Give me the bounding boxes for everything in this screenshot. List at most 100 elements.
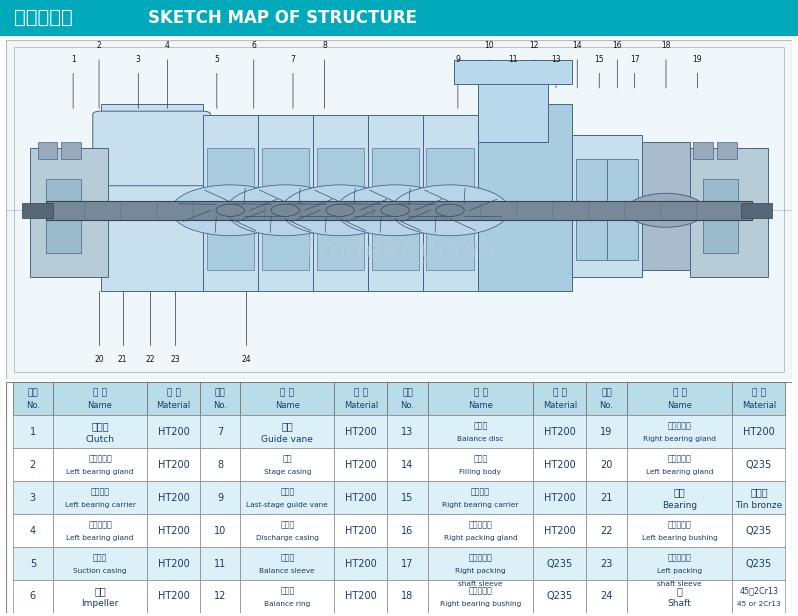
Bar [200, 514, 240, 547]
Bar [53, 448, 147, 481]
Text: 15: 15 [595, 55, 604, 63]
Bar [334, 547, 387, 580]
Text: Left bearing gland: Left bearing gland [66, 535, 134, 541]
Bar [477, 104, 571, 291]
Bar [587, 547, 626, 580]
Bar [423, 115, 477, 291]
Text: shaft sleeve: shaft sleeve [458, 581, 503, 587]
Text: 21: 21 [118, 355, 128, 364]
Bar [45, 179, 81, 254]
Text: 20: 20 [94, 355, 104, 364]
Text: HT200: HT200 [345, 559, 377, 569]
Text: 6: 6 [251, 41, 256, 50]
Bar [53, 514, 147, 547]
Bar [334, 448, 387, 481]
Bar [13, 580, 53, 613]
Text: 23: 23 [600, 559, 613, 569]
Text: HT200: HT200 [158, 559, 189, 569]
Text: 14: 14 [401, 460, 413, 470]
Text: Left bearing bushing: Left bearing bushing [642, 535, 717, 541]
Bar [147, 448, 200, 481]
Bar [703, 179, 738, 254]
Bar [626, 448, 733, 481]
Text: HT200: HT200 [345, 525, 377, 536]
Bar [733, 547, 785, 580]
Text: 进水段: 进水段 [93, 553, 107, 562]
Text: 23: 23 [171, 355, 180, 364]
Bar [587, 580, 626, 613]
Text: 左轴承压盖: 左轴承压盖 [668, 455, 691, 463]
Text: HT200: HT200 [544, 493, 575, 503]
Text: 8: 8 [322, 41, 326, 50]
Text: 材 料: 材 料 [354, 389, 368, 397]
Bar [426, 223, 473, 270]
Bar [626, 481, 733, 514]
Bar [587, 448, 626, 481]
Text: HT200: HT200 [345, 493, 377, 503]
Bar [428, 415, 533, 448]
Bar [387, 514, 428, 547]
Bar [428, 448, 533, 481]
Text: Q235: Q235 [746, 559, 772, 569]
Bar [607, 158, 638, 260]
Text: Left packing: Left packing [657, 568, 702, 574]
Bar [207, 148, 254, 196]
Bar [147, 382, 200, 415]
Text: 轴: 轴 [677, 586, 682, 596]
Bar [200, 382, 240, 415]
Bar [626, 547, 733, 580]
Bar [387, 382, 428, 415]
Bar [428, 481, 533, 514]
Text: HT200: HT200 [158, 525, 189, 536]
Text: Stage casing: Stage casing [263, 469, 311, 475]
Text: 4: 4 [165, 41, 170, 50]
Text: No.: No. [401, 400, 414, 410]
Text: 5: 5 [215, 55, 219, 63]
Text: Name: Name [275, 400, 300, 410]
Text: shaft sleeve: shaft sleeve [658, 581, 701, 587]
Text: Name: Name [667, 400, 692, 410]
Bar [240, 514, 334, 547]
Bar [733, 382, 785, 415]
Text: Filling body: Filling body [460, 469, 501, 475]
Text: Right bearing gland: Right bearing gland [643, 436, 716, 442]
Text: 1: 1 [30, 427, 36, 437]
Text: 22: 22 [600, 525, 613, 536]
Circle shape [336, 185, 454, 236]
Circle shape [326, 204, 354, 216]
Bar [477, 67, 548, 142]
Bar [533, 547, 587, 580]
Bar [626, 382, 733, 415]
Bar [147, 415, 200, 448]
Bar [262, 223, 309, 270]
Text: 左轴承压盖: 左轴承压盖 [88, 521, 112, 529]
Bar [13, 415, 53, 448]
Text: 15: 15 [401, 493, 413, 503]
Text: Left bearing gland: Left bearing gland [66, 469, 134, 475]
Text: 右轴承座: 右轴承座 [471, 487, 490, 496]
Text: Material: Material [742, 400, 776, 410]
Text: 右轴承压盖: 右轴承压盖 [668, 421, 691, 431]
Text: Guide vane: Guide vane [262, 435, 314, 444]
Bar [689, 148, 768, 277]
Bar [334, 580, 387, 613]
Text: 21: 21 [600, 493, 613, 503]
Bar [334, 415, 387, 448]
Text: HT200: HT200 [158, 591, 189, 601]
Text: 7: 7 [217, 427, 223, 437]
Bar [200, 547, 240, 580]
Text: 16: 16 [613, 41, 622, 50]
Circle shape [436, 204, 464, 216]
Text: 45 or 2Cr13: 45 or 2Cr13 [737, 601, 780, 607]
Text: 3: 3 [136, 55, 140, 63]
Bar [13, 382, 53, 415]
Bar [387, 580, 428, 613]
Text: No.: No. [26, 400, 40, 410]
Bar [334, 514, 387, 547]
Text: 出水段: 出水段 [280, 521, 294, 529]
Bar [733, 481, 785, 514]
Circle shape [391, 185, 509, 236]
Text: 2: 2 [30, 460, 36, 470]
Text: 锡青铜: 锡青铜 [750, 487, 768, 497]
Text: 3: 3 [30, 493, 36, 503]
